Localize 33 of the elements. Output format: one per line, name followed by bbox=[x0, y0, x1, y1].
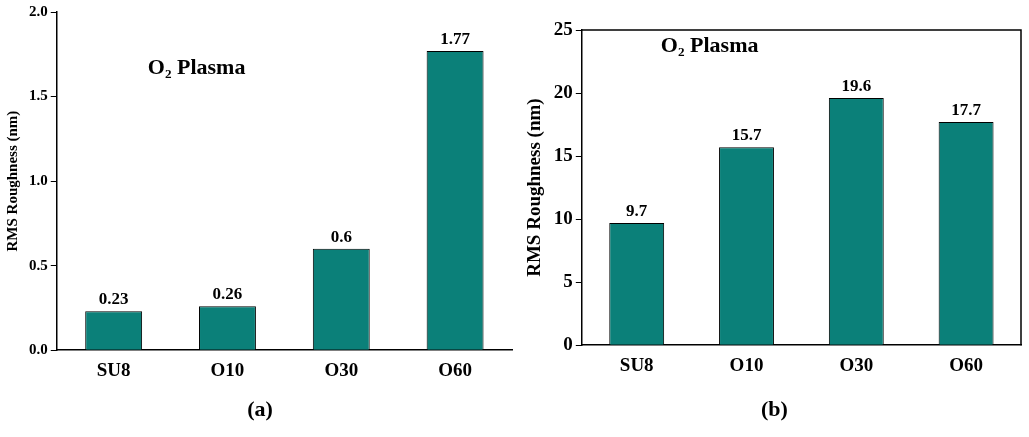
y-tick-label: 15 bbox=[553, 143, 573, 165]
y-tick-label: 10 bbox=[553, 207, 573, 229]
text: (a) bbox=[246, 396, 274, 422]
annotation: O₂ Plasma bbox=[147, 54, 246, 79]
y-tick-label: 20 bbox=[553, 80, 573, 102]
y-tick-label: 0.0 bbox=[29, 341, 48, 358]
data-label: 0.26 bbox=[212, 284, 243, 304]
y-tick-label: 0 bbox=[563, 333, 573, 355]
y-axis-title: RMS Roughness (nm) bbox=[523, 98, 546, 277]
y-tick-label: 5 bbox=[563, 270, 573, 292]
data-label: 15.7 bbox=[731, 125, 762, 145]
y-tick-label: 1.0 bbox=[29, 171, 48, 188]
x-tick-label: O30 bbox=[324, 358, 359, 380]
y-tick-label: 0.5 bbox=[29, 256, 48, 273]
y-tick-label: 2.0 bbox=[29, 2, 48, 19]
x-tick-label: O10 bbox=[729, 353, 764, 375]
x-tick-label: O10 bbox=[210, 358, 245, 380]
x-tick-label: O30 bbox=[839, 353, 874, 375]
x-tick-label: O60 bbox=[949, 353, 983, 375]
data-label: 19.6 bbox=[841, 75, 872, 95]
data-label: 1.77 bbox=[440, 28, 471, 48]
data-label: 17.7 bbox=[951, 99, 982, 119]
y-axis-title: RMS Roughness (nm) bbox=[3, 110, 21, 252]
data-label: 9.7 bbox=[626, 200, 648, 220]
data-label: 0.6 bbox=[330, 226, 352, 246]
y-tick-label: 1.5 bbox=[29, 87, 48, 104]
x-tick-label: SU8 bbox=[96, 358, 131, 380]
annotation: O₂ Plasma bbox=[660, 32, 759, 57]
x-tick-label: SU8 bbox=[619, 353, 654, 375]
data-label: 0.23 bbox=[98, 289, 129, 309]
text: (b) bbox=[760, 396, 789, 422]
y-tick-label: 25 bbox=[553, 17, 573, 39]
x-tick-label: O60 bbox=[438, 358, 472, 380]
